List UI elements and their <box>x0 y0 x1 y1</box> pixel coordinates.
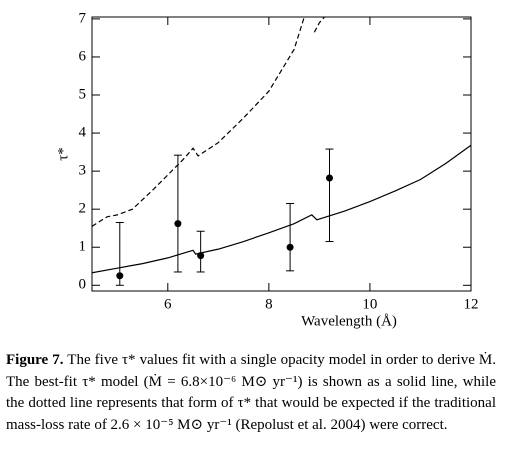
data-point <box>326 174 334 182</box>
x-tick-label: 8 <box>265 296 273 312</box>
y-tick-label: 1 <box>79 239 87 255</box>
y-axis-label: τ* <box>55 147 71 161</box>
data-point <box>174 220 182 228</box>
x-tick-label: 12 <box>464 296 479 312</box>
x-tick-label: 6 <box>164 296 172 312</box>
data-point <box>197 252 205 260</box>
x-axis-label: Wavelength (Å) <box>301 313 397 329</box>
caption: Figure 7. The five τ* values fit with a … <box>6 350 496 436</box>
y-tick-label: 3 <box>79 163 87 179</box>
y-tick-label: 2 <box>79 201 87 217</box>
y-tick-label: 0 <box>79 277 87 293</box>
caption-text: The five τ* values fit with a single opa… <box>6 352 497 433</box>
data-point <box>286 243 294 251</box>
y-tick-label: 7 <box>79 10 87 26</box>
caption-label: Figure 7. <box>6 352 64 368</box>
y-tick-label: 5 <box>79 86 87 102</box>
model-line <box>92 17 325 227</box>
data-point <box>116 272 124 280</box>
plot-frame <box>91 16 472 292</box>
model-line <box>92 144 471 274</box>
x-tick-label: 10 <box>362 296 377 312</box>
y-tick-label: 4 <box>79 125 87 141</box>
y-tick-label: 6 <box>79 48 87 64</box>
